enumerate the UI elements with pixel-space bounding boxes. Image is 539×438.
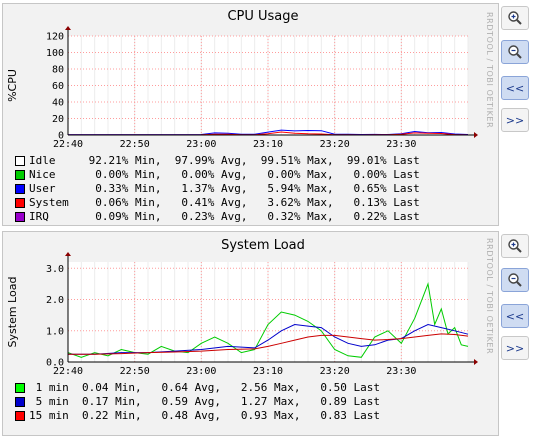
y-tick-label: 2.0 <box>46 295 64 306</box>
15min-swatch <box>15 411 25 421</box>
legend-idle-text: Idle 92.21% Min, 97.99% Avg, 99.51% Max,… <box>29 154 420 167</box>
y-tick-label: 120 <box>46 32 64 43</box>
system-load-panel: 22:40 22:50 23:00 23:10 23:20 23:30 0.0 1.0 2.0 3… <box>2 231 499 436</box>
zoom-out-button-2[interactable] <box>501 268 529 292</box>
next-button[interactable]: >> <box>501 108 529 132</box>
x-tick-label: 23:20 <box>320 366 350 377</box>
legend-user: User 0.33% Min, 1.37% Avg, 5.94% Max, 0.… <box>15 182 420 196</box>
zoom-out-button[interactable] <box>501 40 529 64</box>
y-tick-label: 100 <box>46 48 64 59</box>
load-legend: 1 min 0.04 Min, 0.64 Avg, 2.56 Max, 0.50… <box>15 381 380 423</box>
legend-5min-text: 5 min 0.17 Min, 0.59 Avg, 1.27 Max, 0.89… <box>29 395 380 408</box>
x-tick-label: 22:40 <box>53 366 83 377</box>
user-swatch <box>15 184 25 194</box>
irq-swatch <box>15 212 25 222</box>
x-axis-arrow <box>474 359 478 365</box>
series-line-2 <box>68 323 469 355</box>
series-line-1 <box>68 129 469 136</box>
zoom-out-icon <box>508 273 522 287</box>
x-tick-label: 23:30 <box>386 366 416 377</box>
y-axis-label: %CPU <box>6 69 19 102</box>
y-axis-label: System Load <box>6 277 19 348</box>
legend-15min: 15 min 0.22 Min, 0.48 Avg, 0.93 Max, 0.8… <box>15 409 380 423</box>
y-tick-label: 40 <box>52 98 64 109</box>
legend-system-text: System 0.06% Min, 0.41% Avg, 3.62% Max, … <box>29 196 420 209</box>
zoom-in-icon <box>508 11 522 25</box>
zoom-in-button[interactable] <box>501 6 529 30</box>
system-swatch <box>15 198 25 208</box>
y-axis-arrow <box>65 26 71 30</box>
next-button-2[interactable]: >> <box>501 336 529 360</box>
series-line-2 <box>68 131 469 136</box>
x-tick-label: 23:00 <box>186 139 216 150</box>
x-tick-label: 23:30 <box>386 139 416 150</box>
x-tick-label: 22:40 <box>53 139 83 150</box>
rrdtool-credit: RRDTOOL / TOBI OETIKER <box>485 12 494 129</box>
y-tick-label: 80 <box>52 65 64 76</box>
5min-swatch <box>15 397 25 407</box>
legend-system: System 0.06% Min, 0.41% Avg, 3.62% Max, … <box>15 196 420 210</box>
nice-swatch <box>15 170 25 180</box>
chart-title: CPU Usage <box>227 9 298 24</box>
x-tick-label: 23:10 <box>253 139 283 150</box>
y-tick-label: 0 <box>58 131 64 142</box>
zoom-in-button-2[interactable] <box>501 234 529 258</box>
idle-swatch <box>15 156 25 166</box>
legend-5min: 5 min 0.17 Min, 0.59 Avg, 1.27 Max, 0.89… <box>15 395 380 409</box>
x-tick-label: 22:50 <box>120 139 150 150</box>
system-load-chart: 22:40 22:50 23:00 23:10 23:20 23:30 0.0 1.0 2.0 3… <box>6 238 478 377</box>
legend-nice-text: Nice 0.00% Min, 0.00% Avg, 0.00% Max, 0.… <box>29 168 420 181</box>
legend-user-text: User 0.33% Min, 1.37% Avg, 5.94% Max, 0.… <box>29 182 420 195</box>
x-tick-label: 23:00 <box>186 366 216 377</box>
1min-swatch <box>15 383 25 393</box>
legend-15min-text: 15 min 0.22 Min, 0.48 Avg, 0.93 Max, 0.8… <box>29 409 380 422</box>
x-tick-label: 23:10 <box>253 366 283 377</box>
prev-button-2[interactable]: << <box>501 304 529 328</box>
legend-1min: 1 min 0.04 Min, 0.64 Avg, 2.56 Max, 0.50… <box>15 381 380 395</box>
chart-title: System Load <box>221 238 305 253</box>
y-tick-label: 1.0 <box>46 326 64 337</box>
y-tick-label: 20 <box>52 114 64 125</box>
x-tick-label: 23:20 <box>320 139 350 150</box>
zoom-out-icon <box>508 45 522 59</box>
y-tick-label: 60 <box>52 81 64 92</box>
y-tick-label: 0.0 <box>46 358 64 369</box>
legend-1min-text: 1 min 0.04 Min, 0.64 Avg, 2.56 Max, 0.50… <box>29 381 380 394</box>
cpu-usage-chart: 22:40 22:50 23:00 23:10 23:20 23:30 0 20 40 60 80 1… <box>6 9 478 150</box>
x-axis-arrow <box>474 132 478 138</box>
rrdtool-credit-2: RRDTOOL / TOBI OETIKER <box>485 238 494 355</box>
legend-irq: IRQ 0.09% Min, 0.23% Avg, 0.32% Max, 0.2… <box>15 210 420 224</box>
y-axis-arrow <box>65 252 71 256</box>
cpu-legend: Idle 92.21% Min, 97.99% Avg, 99.51% Max,… <box>15 154 420 224</box>
legend-irq-text: IRQ 0.09% Min, 0.23% Avg, 0.32% Max, 0.2… <box>29 210 420 223</box>
legend-idle: Idle 92.21% Min, 97.99% Avg, 99.51% Max,… <box>15 154 420 168</box>
x-tick-label: 22:50 <box>120 366 150 377</box>
legend-nice: Nice 0.00% Min, 0.00% Avg, 0.00% Max, 0.… <box>15 168 420 182</box>
zoom-in-icon <box>508 239 522 253</box>
prev-button[interactable]: << <box>501 76 529 100</box>
series-line-3 <box>68 333 469 355</box>
series-line-1 <box>67 282 469 358</box>
cpu-usage-panel: 22:40 22:50 23:00 23:10 23:20 23:30 0 20 40 60 80 1… <box>2 3 499 226</box>
y-tick-label: 3.0 <box>46 264 64 275</box>
